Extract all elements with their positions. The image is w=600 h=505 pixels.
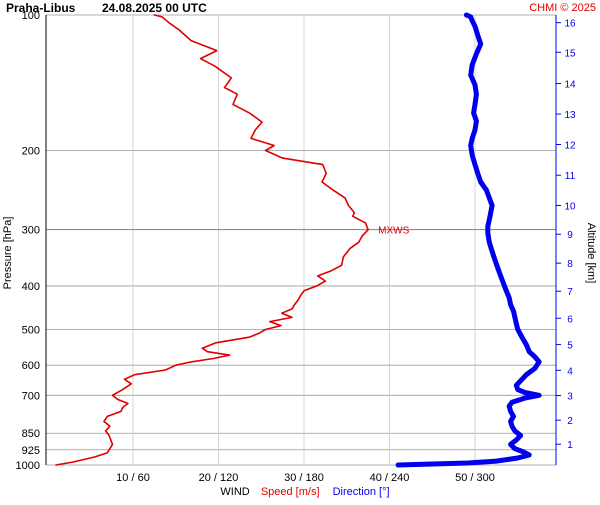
- altitude-tick-label: 11: [565, 171, 576, 182]
- pressure-axis-label: Pressure [hPa]: [2, 217, 14, 290]
- pressure-tick-label: 200: [22, 145, 40, 157]
- x-tick-label: 30 / 180: [284, 472, 324, 484]
- altitude-axis-label: Altitude [km]: [585, 223, 597, 284]
- credit-text: CHMI © 2025: [529, 2, 596, 14]
- pressure-tick-labels: 100 200 300 400 500 600 700 850 925 1000: [16, 10, 40, 472]
- x-axis-label-speed: Speed [m/s]: [261, 486, 320, 498]
- pressure-tick-label: 925: [22, 445, 40, 457]
- x-axis-label-wind: WIND: [220, 486, 249, 498]
- pressure-tick-label: 100: [22, 10, 40, 22]
- x-axis-label: WIND Speed [m/s] Direction [°]: [220, 486, 389, 498]
- pressure-tick-label: 300: [22, 225, 40, 237]
- altitude-tick-label: 5: [567, 341, 573, 352]
- altitude-tick-label: 8: [567, 259, 573, 270]
- pressure-tick-label: 400: [22, 281, 40, 293]
- annotations-layer: MXWS: [46, 226, 556, 237]
- pressure-tick-label: 600: [22, 360, 40, 372]
- altitude-tick-label: 2: [567, 416, 573, 427]
- max-wind-annotation: MXWS: [378, 226, 409, 237]
- altitude-tick-label: 4: [567, 366, 573, 377]
- altitude-tick-label: 12: [564, 141, 576, 152]
- pressure-tick-label: 850: [22, 428, 40, 440]
- series-layer: [55, 12, 542, 468]
- x-tick-labels: 10 / 60 20 / 120 30 / 180 40 / 240 50 / 300: [116, 472, 495, 484]
- altitude-tick-label: 10: [564, 201, 576, 212]
- x-tick-label: 50 / 300: [455, 472, 495, 484]
- pressure-tick-label: 700: [22, 390, 40, 402]
- sounding-datetime: 24.08.2025 00 UTC: [102, 1, 207, 15]
- speed-series-line: [55, 14, 369, 466]
- altitude-tick-label: 14: [564, 80, 576, 91]
- pressure-tick-label: 1000: [16, 460, 40, 472]
- x-axis-label-direction: Direction [°]: [333, 486, 390, 498]
- grid-layer: [46, 14, 556, 466]
- altitude-tick-label: 3: [567, 392, 573, 403]
- station-title: Praha-Libus: [6, 1, 76, 15]
- x-tick-label: 40 / 240: [370, 472, 410, 484]
- x-tick-label: 10 / 60: [116, 472, 150, 484]
- altitude-tick-label: 13: [564, 110, 576, 121]
- direction-series-line: [395, 12, 542, 468]
- altitude-tick-label: 6: [567, 314, 573, 325]
- pressure-tick-label: 500: [22, 325, 40, 337]
- x-tick-label: 20 / 120: [199, 472, 239, 484]
- axes-layer: [45, 15, 557, 465]
- altitude-tick-label: 1: [567, 440, 573, 451]
- altitude-tick-label: 15: [564, 48, 576, 59]
- altitude-tick-label: 7: [567, 287, 573, 298]
- altitude-tick-label: 9: [567, 230, 573, 241]
- altitude-tick-label: 16: [564, 19, 576, 30]
